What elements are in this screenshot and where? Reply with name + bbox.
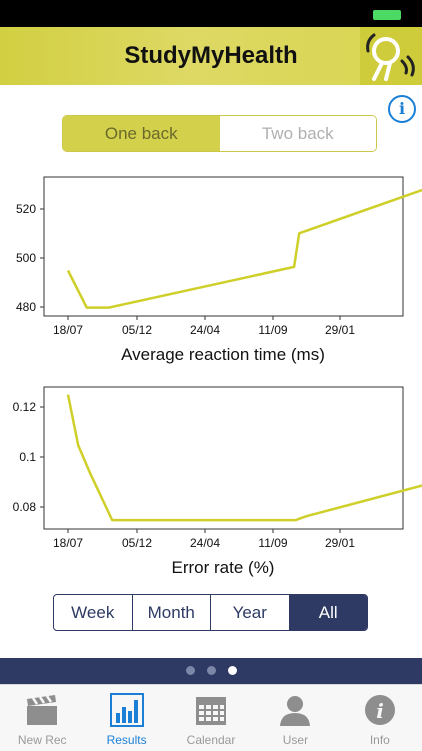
error-rate-series-line (66, 394, 422, 522)
tab-user[interactable]: User (253, 685, 337, 751)
clapperboard-icon (27, 695, 58, 725)
app-title: StudyMyHealth (124, 42, 298, 69)
page-dot-active[interactable] (228, 666, 237, 675)
toggle-two-back[interactable]: Two back (219, 116, 376, 151)
x-tick-label: 11/09 (258, 536, 287, 550)
mode-toggle: One back Two back (62, 115, 377, 152)
reaction-time-series-line (66, 188, 422, 309)
range-selector: Week Month Year All (53, 594, 368, 631)
reaction-time-chart-svg: 520 500 480 18/07 05/12 24/04 11/09 29/01 (16, 176, 422, 337)
battery-icon (373, 10, 401, 20)
reaction-time-chart: 520 500 480 18/07 05/12 24/04 11/09 29/01 Avera… (0, 170, 422, 370)
tab-new-rec[interactable]: New Rec (0, 685, 84, 751)
x-tick-label: 24/04 (190, 323, 220, 337)
svg-text:i: i (376, 699, 384, 723)
tab-calendar[interactable]: Calendar (169, 685, 253, 751)
studymyhealth-logo-icon (360, 27, 422, 85)
info-icon: i (364, 695, 395, 725)
error-rate-plot-frame (43, 386, 404, 530)
page-dot[interactable] (207, 666, 216, 675)
info-button[interactable]: i (388, 95, 416, 123)
x-tick-label: 29/01 (325, 536, 355, 550)
y-tick-label: 520 (16, 202, 36, 216)
y-tick-label: 0.08 (13, 500, 37, 514)
calendar-icon (196, 697, 227, 725)
range-week[interactable]: Week (71, 603, 115, 622)
tab-results[interactable]: Results (84, 685, 168, 751)
y-tick-label: 480 (16, 300, 36, 314)
tab-label: Info (369, 733, 390, 747)
reaction-time-plot-frame (43, 176, 404, 317)
y-tick-label: 0.12 (13, 400, 37, 414)
x-tick-label: 11/09 (258, 323, 287, 337)
y-tick-label: 0.1 (19, 450, 36, 464)
x-tick-label: 18/07 (53, 323, 83, 337)
x-tick-label: 24/04 (190, 536, 220, 550)
x-tick-label: 18/07 (53, 536, 83, 550)
error-rate-xlabel: Error rate (%) (171, 558, 275, 577)
error-rate-chart: 0.12 0.1 0.08 18/07 05/12 24/04 11/09 29/01 Err… (0, 380, 422, 580)
user-icon (280, 696, 311, 726)
app-header: StudyMyHealth (0, 27, 422, 85)
reaction-time-xlabel: Average reaction time (ms) (121, 345, 325, 364)
x-tick-label: 05/12 (122, 536, 152, 550)
x-tick-label: 05/12 (122, 323, 152, 337)
bar-chart-icon (109, 693, 144, 727)
toggle-one-back[interactable]: One back (63, 116, 220, 151)
range-month[interactable]: Month (131, 595, 211, 630)
tab-label: User (282, 733, 309, 747)
tab-bar: New Rec Results Calendar User (0, 684, 422, 751)
status-bar (0, 0, 422, 27)
error-rate-chart-svg: 0.12 0.1 0.08 18/07 05/12 24/04 11/09 29/01 (13, 386, 422, 550)
range-year[interactable]: Year (210, 595, 289, 630)
tab-label: New Rec (17, 733, 67, 747)
x-tick-label: 29/01 (325, 323, 355, 337)
range-all[interactable]: All (288, 595, 367, 630)
page-indicator (0, 658, 422, 684)
tab-label: Results (106, 733, 147, 747)
y-tick-label: 500 (16, 251, 36, 265)
tab-info[interactable]: i Info (338, 685, 422, 751)
tab-label: Calendar (186, 733, 236, 747)
page-dot[interactable] (186, 666, 195, 675)
